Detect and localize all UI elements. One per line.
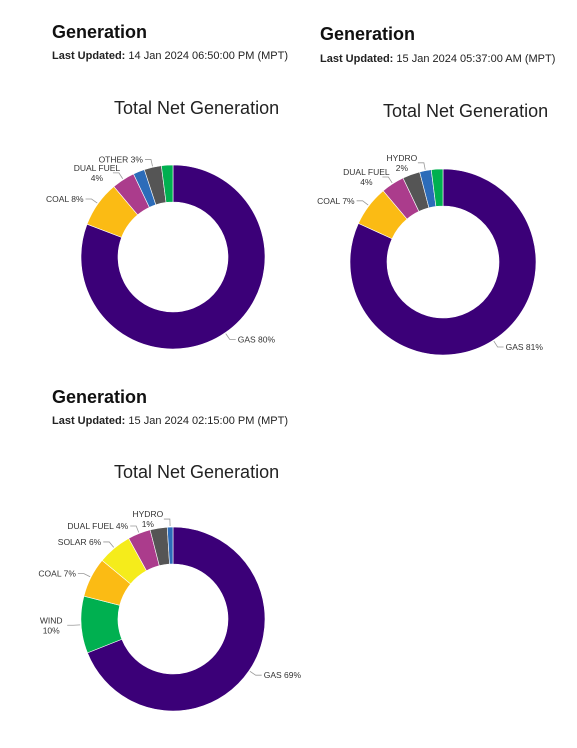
panel-heading: Generation [52,22,148,42]
last-updated-label: Last Updated: [320,53,394,65]
chart-title: Total Net Generation [114,98,280,118]
leader-line-gas [249,670,262,676]
leader-line-dual-fuel [130,525,140,533]
chart-title: Total Net Generation [383,101,549,121]
last-updated: Last Updated: 15 Jan 2024 05:37:00 AM (M… [320,53,555,65]
slice-gas[interactable] [349,168,537,356]
data-label-coal: COAL 7% [317,196,355,206]
last-updated-value: 15 Jan 2024 05:37:00 AM (MPT) [396,53,556,65]
data-label-hydro: HYDRO 2% [387,153,418,173]
leader-line-hydro [417,162,426,170]
slice-gas[interactable] [87,526,266,712]
slice-gas[interactable] [80,164,266,350]
leader-line-dual-fuel [382,176,393,184]
panel-heading: Generation [320,24,416,44]
data-label-gas: GAS 80% [238,334,276,344]
last-updated: Last Updated: 15 Jan 2024 02:15:00 PM (M… [52,415,288,427]
data-label-wind: WIND 10% [40,615,63,635]
leader-line-gas [225,333,236,340]
leader-line-coal [85,198,98,204]
data-label-gas: GAS 81% [506,342,544,352]
data-label-coal: COAL 8% [46,194,84,204]
data-label-hydro: HYDRO 1% [133,509,164,529]
leader-line-coal [356,200,369,206]
data-label-dual-fuel: DUAL FUEL 4% [67,521,128,531]
data-label-solar: SOLAR 6% [58,537,102,547]
data-label-dual-fuel: DUAL FUEL 4% [74,163,121,183]
leader-line-solar [103,541,115,548]
leader-line-hydro [163,518,171,527]
slice-wind[interactable] [161,164,174,203]
last-updated-label: Last Updated: [52,415,126,427]
slice-hydro[interactable] [166,526,174,565]
leader-line-coal [77,573,91,578]
slice-wind[interactable] [430,168,444,207]
data-label-coal: COAL 7% [38,569,76,579]
leader-line-dual-fuel [112,172,124,179]
chart-title: Total Net Generation [114,462,280,482]
data-label-gas: GAS 69% [264,670,302,680]
leader-line-gas [493,340,504,348]
data-label-other: OTHER 3% [99,154,144,164]
panel-heading: Generation [52,387,148,407]
data-label-dual-fuel: DUAL FUEL 4% [343,167,390,187]
last-updated: Last Updated: 14 Jan 2024 06:50:00 PM (M… [52,50,288,62]
last-updated-label: Last Updated: [52,50,126,62]
leader-line-other [144,159,153,167]
last-updated-value: 14 Jan 2024 06:50:00 PM (MPT) [128,50,288,62]
last-updated-value: 15 Jan 2024 02:15:00 PM (MPT) [128,415,288,427]
